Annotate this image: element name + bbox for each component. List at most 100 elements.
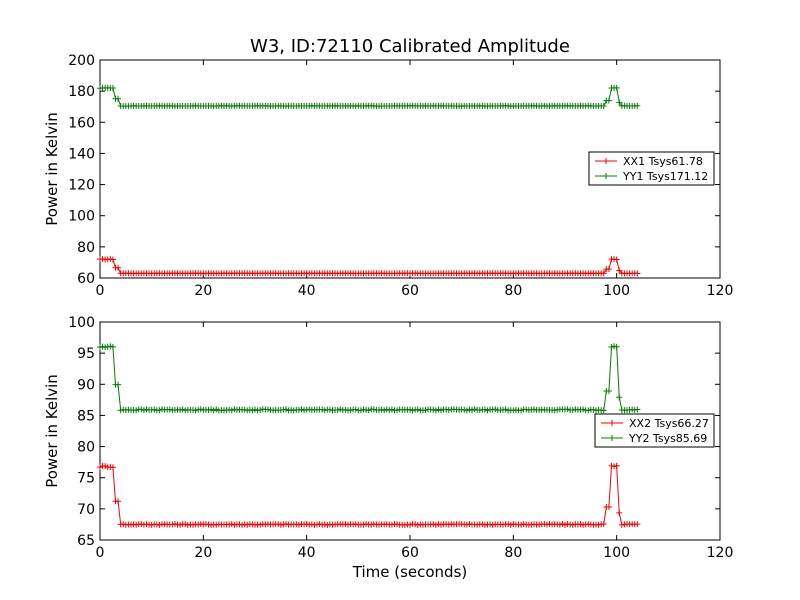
data-point [476, 407, 483, 414]
data-point [407, 406, 413, 413]
data-point [241, 406, 248, 413]
data-point [357, 407, 364, 414]
data-point [435, 406, 442, 413]
data-point [481, 406, 488, 413]
y-tick-label: 120 [68, 178, 95, 194]
data-point [471, 406, 478, 413]
data-point [388, 406, 395, 413]
data-point [321, 521, 328, 528]
data-point [277, 521, 284, 528]
bottom-plot-series [97, 343, 641, 528]
data-point [102, 463, 109, 470]
data-point [556, 521, 563, 528]
top-plot-ticks: 0 20 40 60 80 100 120 60 80 100 120 140 160 180 200 [68, 53, 733, 299]
data-point [179, 406, 186, 413]
data-point [337, 406, 344, 413]
data-point [605, 504, 612, 511]
data-point [605, 97, 612, 104]
data-point [505, 521, 512, 528]
data-point [381, 407, 388, 414]
data-point [115, 498, 122, 505]
data-point [197, 406, 204, 413]
data-point [564, 406, 571, 413]
data-point [479, 521, 486, 528]
data-point [564, 520, 571, 527]
data-point [133, 521, 140, 528]
data-point [107, 343, 114, 350]
y-tick-label: 80 [77, 440, 95, 456]
data-point [463, 521, 470, 528]
data-point [306, 406, 313, 413]
data-point [613, 462, 620, 469]
legend-box [594, 413, 715, 448]
data-point [295, 407, 302, 414]
data-point [569, 407, 576, 414]
data-point [407, 521, 413, 528]
data-point [469, 407, 475, 414]
data-point [143, 406, 150, 413]
data-point [489, 521, 496, 528]
data-point [523, 406, 530, 413]
data-point [275, 521, 282, 528]
bottom-plot-xlabel: Time (seconds) [352, 563, 468, 581]
data-point [383, 406, 390, 413]
series-markers [97, 256, 641, 277]
y-tick-label: 140 [68, 146, 95, 162]
x-tick-label: 20 [194, 545, 212, 561]
data-point [295, 521, 302, 528]
data-point [559, 520, 566, 527]
data-point [213, 406, 220, 413]
data-point [438, 407, 444, 414]
data-point [414, 521, 421, 528]
data-point [171, 520, 178, 527]
legend-label: XX2 Tsys66.27 [629, 417, 709, 430]
data-point [365, 407, 372, 414]
data-point [616, 267, 623, 274]
data-point [445, 406, 452, 413]
data-point [616, 99, 623, 106]
x-tick-label: 80 [504, 283, 522, 299]
data-point [386, 407, 393, 414]
data-point [463, 407, 470, 414]
data-point [394, 521, 401, 528]
data-point [115, 264, 122, 271]
legend-marker [609, 435, 615, 441]
data-point [502, 406, 509, 413]
data-point [507, 521, 514, 528]
y-tick-label: 200 [68, 53, 95, 69]
bottom-plot-legend: XX2 Tsys66.27 YY2 Tsys85.69 [594, 413, 715, 448]
data-point [492, 406, 499, 413]
data-point [228, 407, 235, 414]
data-point [368, 521, 375, 528]
data-point [352, 406, 359, 413]
data-point [298, 406, 305, 413]
data-point [319, 406, 326, 413]
top-plot-series [97, 84, 641, 277]
data-point [518, 521, 525, 528]
data-point [634, 406, 641, 413]
data-point [169, 521, 176, 528]
y-tick-label: 80 [77, 240, 95, 256]
data-point [605, 387, 612, 394]
data-point [518, 407, 525, 414]
data-point [115, 95, 122, 102]
data-point [156, 407, 163, 414]
data-point [541, 520, 548, 527]
series-markers [97, 343, 641, 414]
y-tick-label: 60 [77, 271, 95, 287]
data-point [182, 521, 189, 528]
data-point [264, 406, 271, 413]
data-point [551, 407, 558, 414]
data-point [600, 521, 607, 528]
x-tick-label: 60 [401, 545, 419, 561]
data-point [430, 521, 437, 528]
data-point [634, 270, 641, 277]
data-point [228, 521, 235, 528]
data-point [283, 406, 289, 413]
data-point [394, 407, 401, 414]
data-point [283, 520, 289, 527]
top-plot-legend: XX1 Tsys61.78 YY1 Tsys171.12 [588, 151, 715, 186]
data-point [109, 84, 116, 91]
data-point [577, 521, 584, 528]
